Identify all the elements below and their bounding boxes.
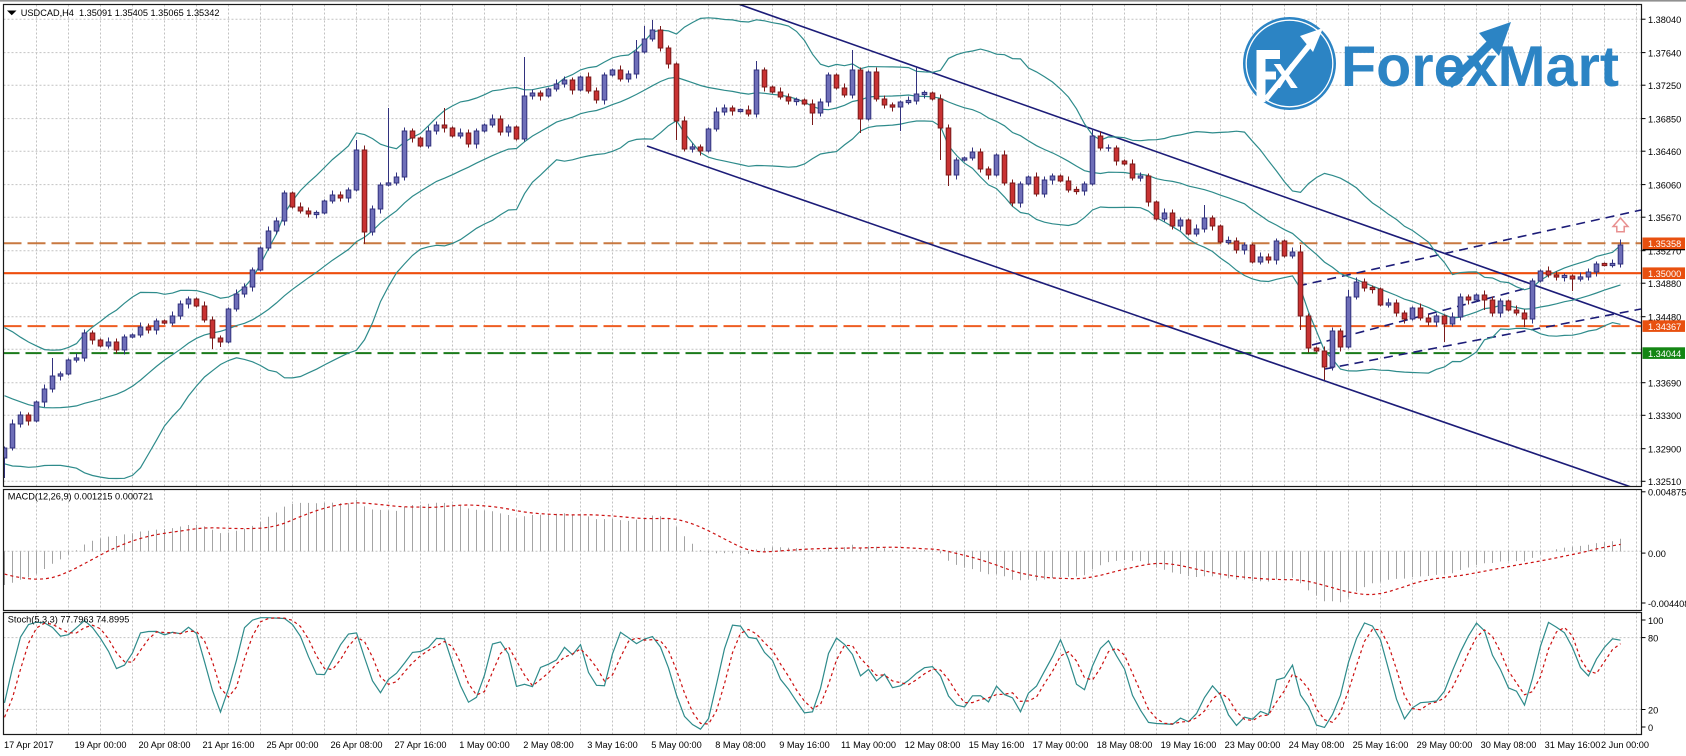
svg-text:19 Apr 00:00: 19 Apr 00:00 bbox=[74, 740, 126, 750]
svg-text:11 May 00:00: 11 May 00:00 bbox=[841, 740, 896, 750]
svg-text:1.34367: 1.34367 bbox=[1648, 322, 1681, 332]
svg-text:2 Jun 00:00: 2 Jun 00:00 bbox=[1601, 740, 1649, 750]
svg-text:25 May 16:00: 25 May 16:00 bbox=[1353, 740, 1409, 750]
svg-text:1.35270: 1.35270 bbox=[1648, 247, 1681, 257]
svg-text:1.34880: 1.34880 bbox=[1648, 279, 1681, 289]
svg-text:31 May 16:00: 31 May 16:00 bbox=[1545, 740, 1601, 750]
svg-text:17 May 00:00: 17 May 00:00 bbox=[1033, 740, 1089, 750]
svg-text:1.36460: 1.36460 bbox=[1648, 147, 1681, 157]
svg-text:20: 20 bbox=[1648, 705, 1658, 715]
svg-text:2 May 08:00: 2 May 08:00 bbox=[523, 740, 574, 750]
svg-text:0.004875: 0.004875 bbox=[1648, 488, 1686, 498]
svg-text:5 May 00:00: 5 May 00:00 bbox=[651, 740, 702, 750]
svg-text:1.32900: 1.32900 bbox=[1648, 445, 1681, 455]
svg-text:1.32510: 1.32510 bbox=[1648, 477, 1681, 487]
svg-text:Stoch(5,3,3) 77.7963 74.8995: Stoch(5,3,3) 77.7963 74.8995 bbox=[8, 615, 130, 625]
svg-text:18 May 08:00: 18 May 08:00 bbox=[1097, 740, 1153, 750]
svg-text:24 May 08:00: 24 May 08:00 bbox=[1289, 740, 1345, 750]
svg-text:ForexMart: ForexMart bbox=[1341, 35, 1619, 99]
svg-text:1.33690: 1.33690 bbox=[1648, 379, 1681, 389]
svg-text:17 Apr 2017: 17 Apr 2017 bbox=[4, 740, 54, 750]
svg-text:21 Apr 16:00: 21 Apr 16:00 bbox=[202, 740, 254, 750]
svg-text:1.34480: 1.34480 bbox=[1648, 313, 1681, 323]
svg-text:27 Apr 16:00: 27 Apr 16:00 bbox=[394, 740, 446, 750]
svg-text:1.37640: 1.37640 bbox=[1648, 48, 1681, 58]
svg-text:30 May 08:00: 30 May 08:00 bbox=[1481, 740, 1537, 750]
svg-text:1.35670: 1.35670 bbox=[1648, 213, 1681, 223]
svg-text:25 Apr 00:00: 25 Apr 00:00 bbox=[266, 740, 318, 750]
svg-text:1.36060: 1.36060 bbox=[1648, 180, 1681, 190]
svg-text:MACD(12,26,9) 0.001215 0.00072: MACD(12,26,9) 0.001215 0.000721 bbox=[8, 492, 154, 502]
svg-text:3 May 16:00: 3 May 16:00 bbox=[587, 740, 638, 750]
svg-text:1.34044: 1.34044 bbox=[1648, 349, 1681, 359]
svg-text:9 May 16:00: 9 May 16:00 bbox=[779, 740, 830, 750]
svg-text:80: 80 bbox=[1648, 633, 1658, 643]
svg-text:-0.004408: -0.004408 bbox=[1648, 599, 1686, 609]
svg-text:1.35000: 1.35000 bbox=[1648, 269, 1681, 279]
svg-text:0.00: 0.00 bbox=[1648, 549, 1666, 559]
svg-text:1.35358: 1.35358 bbox=[1648, 239, 1681, 249]
svg-text:100: 100 bbox=[1648, 616, 1663, 626]
svg-text:1.33300: 1.33300 bbox=[1648, 411, 1681, 421]
svg-text:29 May 00:00: 29 May 00:00 bbox=[1417, 740, 1473, 750]
svg-text:15 May 16:00: 15 May 16:00 bbox=[969, 740, 1025, 750]
svg-text:8 May 08:00: 8 May 08:00 bbox=[715, 740, 766, 750]
svg-text:1.37250: 1.37250 bbox=[1648, 81, 1681, 91]
svg-text:12 May 08:00: 12 May 08:00 bbox=[905, 740, 961, 750]
svg-text:1 May 00:00: 1 May 00:00 bbox=[459, 740, 510, 750]
svg-text:23 May 00:00: 23 May 00:00 bbox=[1225, 740, 1281, 750]
svg-text:1.36850: 1.36850 bbox=[1648, 114, 1681, 124]
svg-text:19 May 16:00: 19 May 16:00 bbox=[1161, 740, 1217, 750]
svg-text:0: 0 bbox=[1648, 723, 1653, 733]
svg-text:20 Apr 08:00: 20 Apr 08:00 bbox=[138, 740, 190, 750]
svg-text:1.38040: 1.38040 bbox=[1648, 15, 1681, 25]
svg-text:26 Apr 08:00: 26 Apr 08:00 bbox=[330, 740, 382, 750]
svg-text:USDCAD,H4 1.35091 1.35405 1.3: USDCAD,H4 1.35091 1.35405 1.35065 1.3534… bbox=[21, 8, 220, 18]
